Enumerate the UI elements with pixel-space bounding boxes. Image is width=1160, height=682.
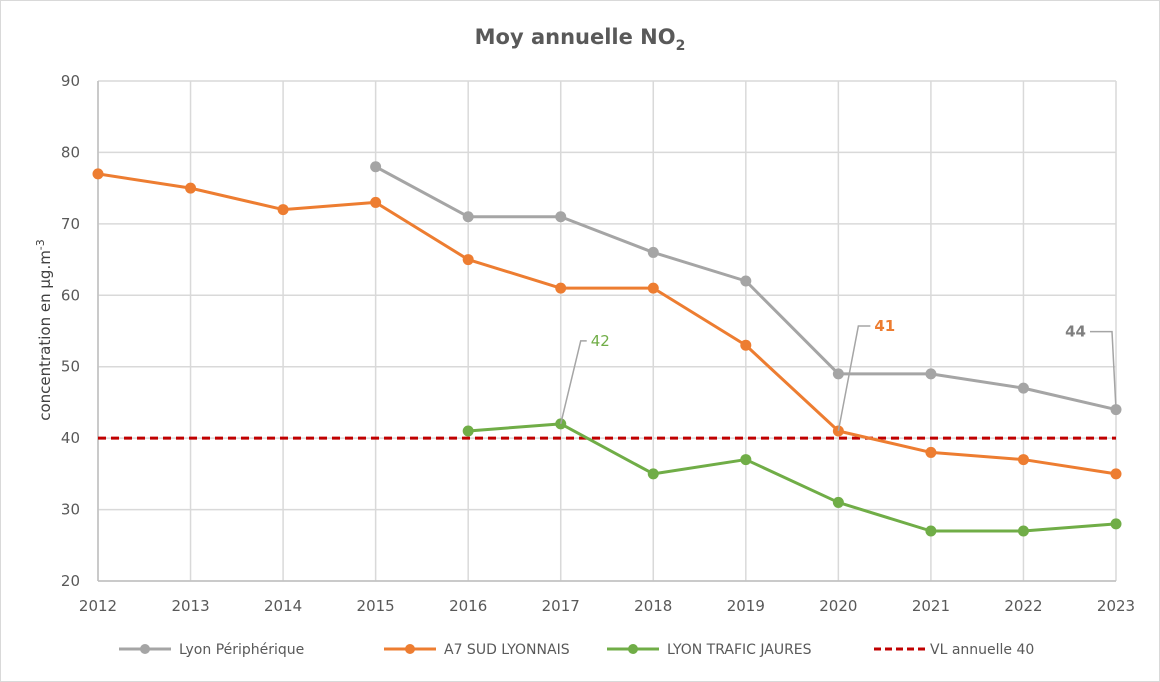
gridlines [97, 80, 1117, 582]
series-line [97, 172, 1117, 476]
series-group [92, 161, 1122, 537]
y-tick-label: 80 [61, 143, 80, 161]
x-axis-ticks: 2012 2013 2014 2015 2016 2017 2018 2019 2020 2021… [79, 597, 1135, 615]
chart-title-subscript: 2 [676, 38, 686, 54]
legend-marker [140, 644, 150, 654]
legend-marker [628, 644, 638, 654]
y-tick-label: 90 [61, 72, 80, 90]
x-tick-label: 2017 [542, 597, 580, 615]
data-point [740, 275, 752, 287]
x-tick-label: 2015 [357, 597, 395, 615]
data-point [647, 282, 659, 294]
y-tick-label: 60 [61, 286, 80, 304]
data-point [277, 204, 289, 216]
data-point [462, 254, 474, 266]
data-point [370, 161, 382, 173]
data-labels: 44 41 42 [559, 317, 1117, 432]
legend-marker [405, 644, 415, 654]
data-point [740, 454, 752, 466]
legend-label: Lyon Périphérique [179, 642, 304, 658]
y-tick-label: 40 [61, 429, 80, 447]
x-tick-label: 2023 [1097, 597, 1135, 615]
y-tick-label: 20 [61, 572, 80, 590]
y-axis-ticks: 20 30 40 50 60 70 80 90 [61, 72, 80, 590]
x-tick-label: 2013 [171, 597, 209, 615]
x-tick-label: 2014 [264, 597, 302, 615]
data-point [1017, 454, 1029, 466]
x-tick-label: 2012 [79, 597, 117, 615]
data-point [925, 525, 937, 537]
legend-label: VL annuelle 40 [930, 642, 1034, 658]
data-point [462, 211, 474, 223]
y-axis-label-text: concentration en µg.m [36, 250, 54, 421]
data-point [925, 446, 937, 458]
data-point [647, 246, 659, 258]
data-point [370, 196, 382, 208]
legend: Lyon Périphérique A7 SUD LYONNAIS LYON TRA… [119, 642, 1034, 658]
x-tick-label: 2016 [449, 597, 487, 615]
data-point [462, 425, 474, 437]
y-axis-label-superscript: -3 [34, 239, 47, 250]
chart-title: Moy annuelle NO2 [475, 25, 686, 54]
leader-line [1090, 330, 1117, 410]
data-point [92, 168, 104, 180]
data-label: 42 [591, 332, 610, 350]
data-point [832, 368, 844, 380]
legend-item: LYON TRAFIC JAURES [607, 642, 812, 658]
data-point [1110, 468, 1122, 480]
x-tick-label: 2022 [1004, 597, 1042, 615]
data-point [185, 182, 197, 194]
series-2 [462, 418, 1122, 537]
data-label: 44 [1065, 323, 1086, 341]
x-tick-label: 2020 [819, 597, 857, 615]
legend-item: A7 SUD LYONNAIS [384, 642, 570, 658]
data-point [1017, 525, 1029, 537]
series-0 [370, 161, 1122, 416]
legend-label: LYON TRAFIC JAURES [667, 642, 812, 658]
leader-line [559, 340, 587, 425]
y-tick-label: 70 [61, 215, 80, 233]
legend-item: Lyon Périphérique [119, 642, 304, 658]
leader-line [837, 325, 871, 432]
data-point [1017, 382, 1029, 394]
data-point [925, 368, 937, 380]
x-tick-label: 2018 [634, 597, 672, 615]
x-tick-label: 2021 [912, 597, 950, 615]
x-tick-label: 2019 [727, 597, 765, 615]
data-point [1110, 518, 1122, 530]
data-point [740, 339, 752, 351]
data-point [647, 468, 659, 480]
chart-title-text: Moy annuelle NO [475, 25, 676, 49]
legend-label: A7 SUD LYONNAIS [444, 642, 570, 658]
data-point [555, 211, 567, 223]
data-point [555, 282, 567, 294]
series-line [468, 422, 1117, 533]
series-1 [92, 168, 1122, 480]
legend-item: VL annuelle 40 [874, 642, 1034, 658]
y-tick-label: 50 [61, 358, 80, 376]
y-tick-label: 30 [61, 501, 80, 519]
y-axis-label: concentration en µg.m-3 [34, 239, 54, 421]
data-point [832, 496, 844, 508]
data-label: 41 [874, 317, 895, 335]
